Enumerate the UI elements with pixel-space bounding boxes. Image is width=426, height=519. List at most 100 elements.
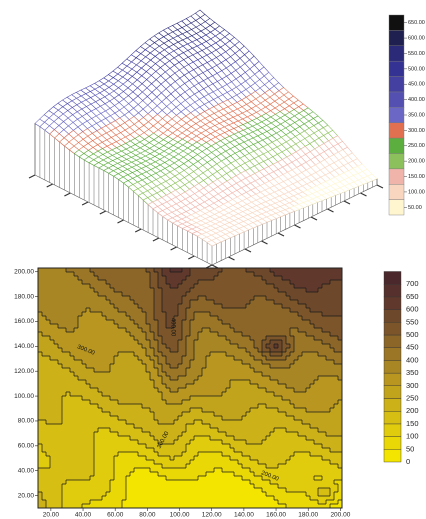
contour-cell (210, 332, 215, 337)
contour-cell (222, 328, 227, 333)
contour-cell (190, 328, 195, 333)
contour-cell (218, 308, 223, 313)
contour-cell (174, 272, 179, 277)
contour-cell (230, 348, 235, 353)
contour-cell (278, 360, 283, 365)
contour-cell (94, 360, 99, 365)
contour-cell (214, 280, 219, 285)
contour-cell (182, 420, 187, 425)
contour-cell (54, 392, 59, 397)
contour-cell (182, 432, 187, 437)
contour-cell (250, 312, 255, 317)
contour-cell (182, 328, 187, 333)
contour-cell (214, 368, 219, 373)
contour-cell (126, 416, 131, 421)
contour-cell (106, 276, 111, 281)
contour-cell (330, 400, 335, 405)
contour-cell (70, 388, 75, 393)
contour-cell (262, 328, 267, 333)
contour-cell (286, 316, 291, 321)
contour-cell (142, 384, 147, 389)
contour-cell (150, 272, 155, 277)
contour-cell (226, 428, 231, 433)
contour-cell (326, 452, 331, 457)
contour-cell (290, 424, 295, 429)
contour-cell (334, 304, 339, 309)
contour-cell (262, 444, 267, 449)
contour-cell (102, 428, 107, 433)
contour-cell (214, 268, 219, 273)
contour-cell (278, 404, 283, 409)
contour-cell (278, 320, 283, 325)
contour-cell (134, 444, 139, 449)
contour-cell (94, 380, 99, 385)
contour-cell (226, 412, 231, 417)
contour-cell (322, 440, 327, 445)
contour-cell (218, 380, 223, 385)
contour-cell (274, 296, 279, 301)
contour-cell (310, 304, 315, 309)
contour-cell (190, 452, 195, 457)
contour-cell (194, 300, 199, 305)
contour-cell (122, 268, 127, 273)
contour-cell (246, 340, 251, 345)
contour-cell (242, 380, 247, 385)
contour-cell (158, 424, 163, 429)
contour-cell (250, 320, 255, 325)
contour-cell (42, 428, 47, 433)
contour-cell (138, 312, 143, 317)
contour-cell (314, 356, 319, 361)
contour-cell (222, 404, 227, 409)
contour-cell (290, 356, 295, 361)
contour-cell (222, 272, 227, 277)
contour-cell (254, 276, 259, 281)
contour-cell (150, 280, 155, 285)
contour-cell (190, 308, 195, 313)
contour-cell (210, 420, 215, 425)
contour-cell (234, 300, 239, 305)
contour-cell (78, 388, 83, 393)
contour-cell (126, 452, 131, 457)
contour-cell (250, 448, 255, 453)
contour-cell (62, 420, 67, 425)
contour-cell (38, 388, 43, 393)
contour-cell (286, 268, 291, 273)
contour-cell (110, 392, 115, 397)
colorbar-label: 550.00 (408, 51, 425, 57)
contour-cell (98, 304, 103, 309)
contour-cell (218, 288, 223, 293)
contour-cell (158, 320, 163, 325)
contour-cell (90, 328, 95, 333)
contour-cell (62, 428, 67, 433)
contour-cell (38, 316, 43, 321)
contour-cell (138, 436, 143, 441)
contour-cell (130, 444, 135, 449)
contour-cell (230, 296, 235, 301)
contour-cell (134, 272, 139, 277)
contour-cell (82, 340, 87, 345)
contour-cell (182, 360, 187, 365)
contour-cell (318, 416, 323, 421)
contour-cell (110, 344, 115, 349)
contour-cell (330, 324, 335, 329)
contour-cell (194, 448, 199, 453)
contour-cell (218, 296, 223, 301)
contour-cell (254, 420, 259, 425)
contour-cell (218, 280, 223, 285)
contour-cell (258, 268, 263, 273)
contour-cell (38, 284, 43, 289)
contour-cell (62, 332, 67, 337)
contour-cell (138, 348, 143, 353)
contour-cell (302, 356, 307, 361)
contour-cell (318, 376, 323, 381)
contour-cell (162, 300, 167, 305)
contour-cell (130, 364, 135, 369)
contour-cell (102, 344, 107, 349)
contour-cell (258, 424, 263, 429)
contour-cell (206, 456, 211, 461)
contour-cell (98, 332, 103, 337)
contour-cell (246, 404, 251, 409)
contour-cell (234, 312, 239, 317)
contour-cell (170, 300, 175, 305)
contour-cell (110, 268, 115, 273)
